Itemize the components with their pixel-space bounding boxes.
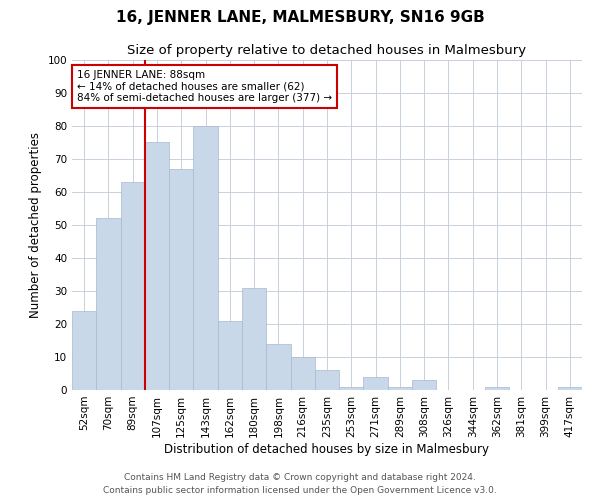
Bar	[218, 320, 242, 390]
Bar	[558, 386, 582, 390]
X-axis label: Distribution of detached houses by size in Malmesbury: Distribution of detached houses by size …	[164, 442, 490, 456]
Bar	[412, 380, 436, 390]
Bar	[485, 386, 509, 390]
Bar	[169, 169, 193, 390]
Text: 16 JENNER LANE: 88sqm
← 14% of detached houses are smaller (62)
84% of semi-deta: 16 JENNER LANE: 88sqm ← 14% of detached …	[77, 70, 332, 103]
Bar	[145, 142, 169, 390]
Bar	[339, 386, 364, 390]
Bar	[388, 386, 412, 390]
Bar	[290, 357, 315, 390]
Bar	[121, 182, 145, 390]
Y-axis label: Number of detached properties: Number of detached properties	[29, 132, 42, 318]
Title: Size of property relative to detached houses in Malmesbury: Size of property relative to detached ho…	[127, 44, 527, 58]
Bar	[266, 344, 290, 390]
Bar	[242, 288, 266, 390]
Bar	[96, 218, 121, 390]
Bar	[315, 370, 339, 390]
Bar	[72, 311, 96, 390]
Text: Contains HM Land Registry data © Crown copyright and database right 2024.
Contai: Contains HM Land Registry data © Crown c…	[103, 474, 497, 495]
Bar	[364, 377, 388, 390]
Bar	[193, 126, 218, 390]
Text: 16, JENNER LANE, MALMESBURY, SN16 9GB: 16, JENNER LANE, MALMESBURY, SN16 9GB	[116, 10, 484, 25]
